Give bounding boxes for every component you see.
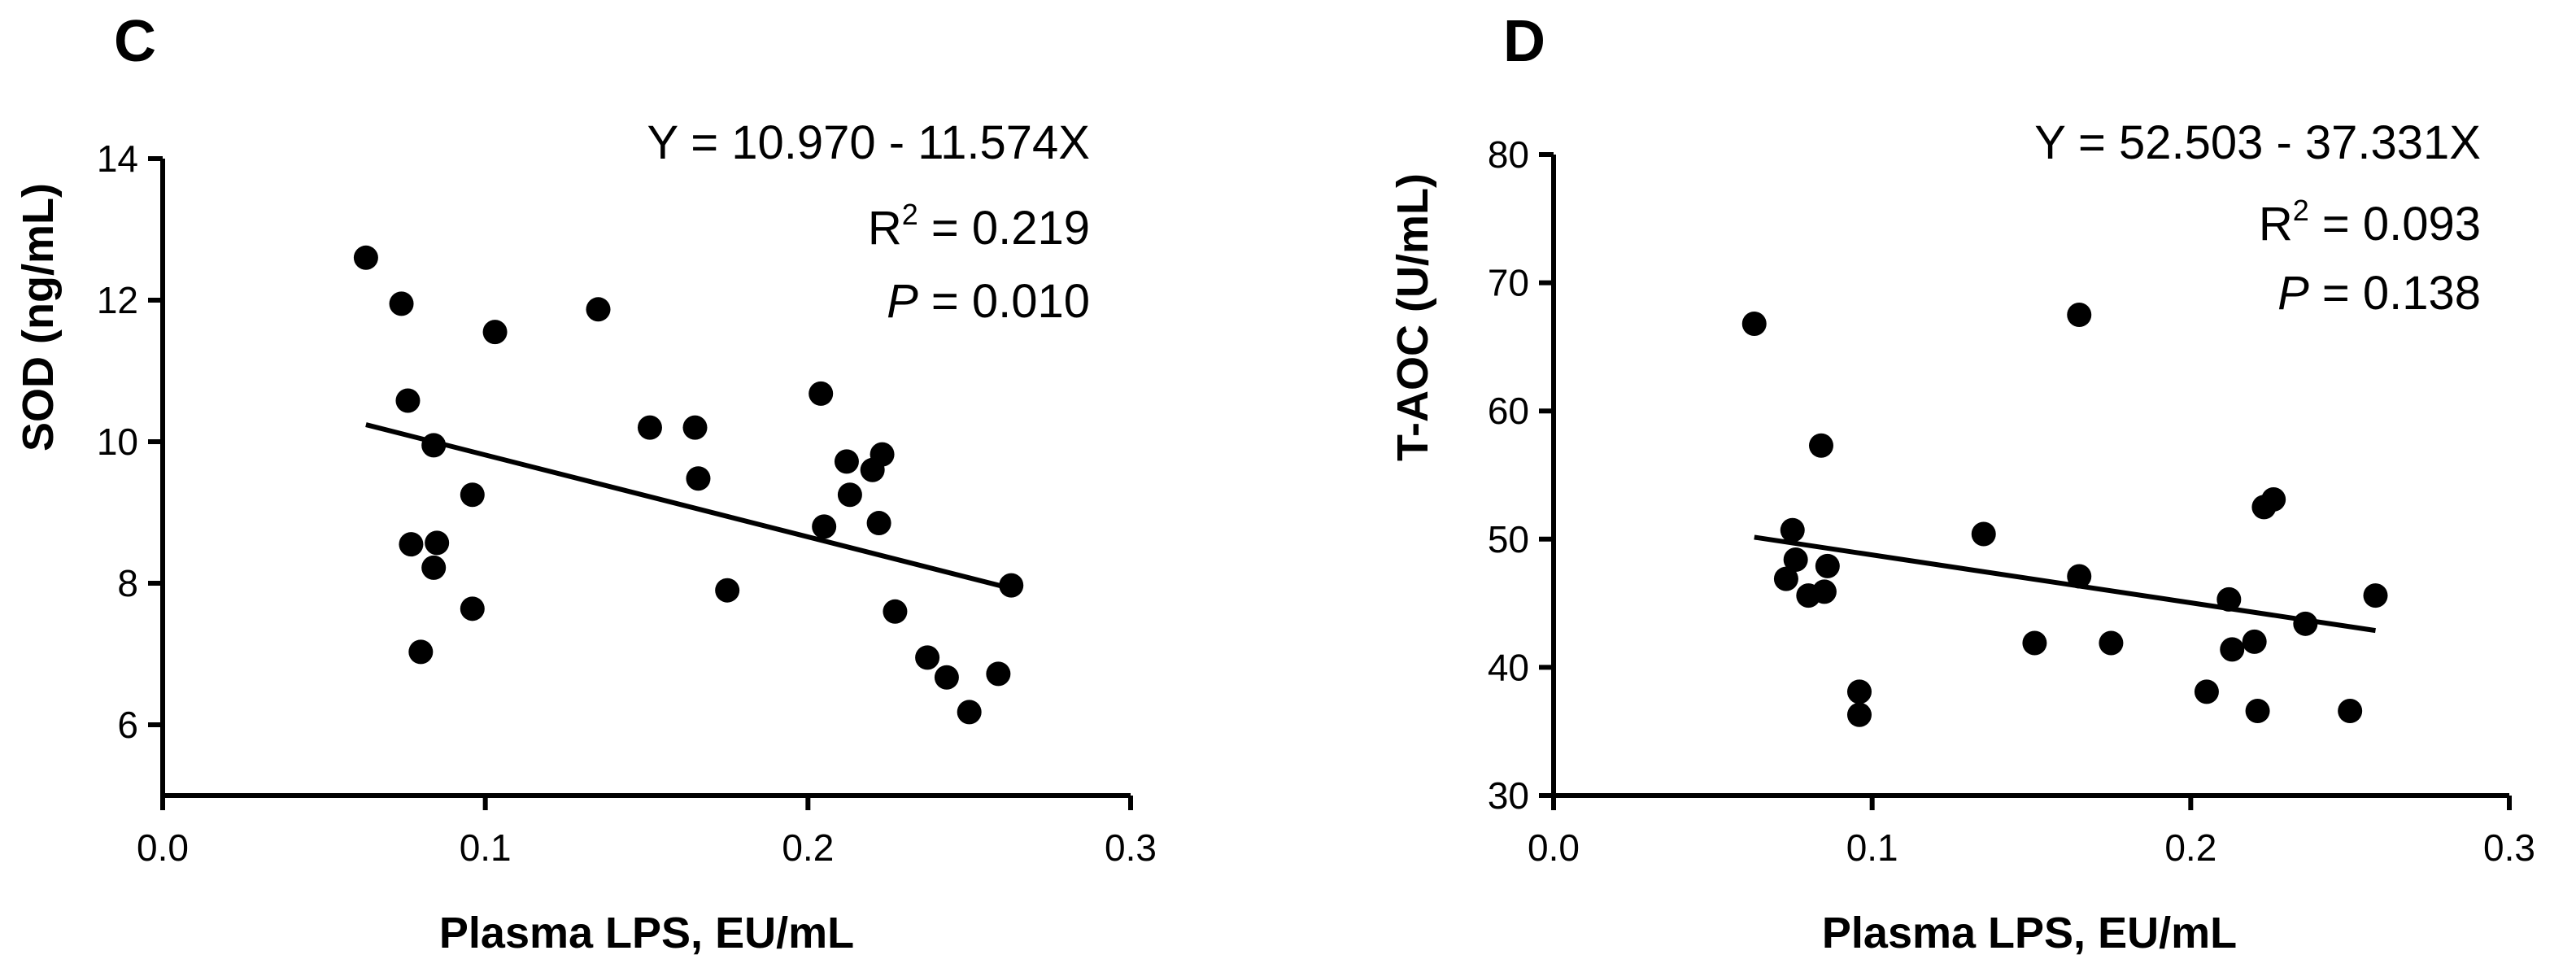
y-tick-label: 60 bbox=[1488, 390, 1529, 432]
data-point bbox=[408, 639, 434, 665]
x-tick-label: 0.1 bbox=[460, 826, 512, 869]
data-point bbox=[809, 381, 834, 406]
y-tick-label: 8 bbox=[117, 562, 138, 604]
data-point bbox=[586, 297, 611, 322]
regression-equation: Y = 52.503 - 37.331X bbox=[2034, 116, 2481, 169]
p-value-text: = 0.138 bbox=[2309, 267, 2481, 320]
data-point bbox=[2338, 698, 2363, 723]
data-point bbox=[1741, 312, 1767, 337]
data-point bbox=[2363, 583, 2388, 608]
x-tick-label: 0.2 bbox=[2164, 826, 2216, 869]
data-point bbox=[2067, 303, 2092, 327]
data-point bbox=[2245, 698, 2270, 723]
data-point bbox=[2216, 586, 2242, 612]
data-point bbox=[999, 573, 1024, 598]
data-point bbox=[421, 555, 447, 580]
data-point bbox=[1811, 579, 1837, 604]
data-point bbox=[1815, 553, 1840, 578]
data-point bbox=[395, 388, 421, 413]
r2-sup: 2 bbox=[2293, 194, 2309, 227]
data-point bbox=[686, 466, 711, 491]
data-point bbox=[637, 415, 662, 440]
data-point bbox=[1847, 679, 1872, 704]
data-point bbox=[2067, 564, 2092, 589]
y-tick-label: 50 bbox=[1488, 518, 1529, 560]
x-tick-label: 0.3 bbox=[1105, 826, 1157, 869]
x-axis-title: Plasma LPS, EU/mL bbox=[439, 909, 854, 957]
p-label: P bbox=[2277, 267, 2309, 320]
regression-line bbox=[1754, 534, 2376, 634]
data-point bbox=[834, 449, 859, 474]
data-point bbox=[389, 291, 414, 316]
x-tick-label: 0.0 bbox=[1528, 826, 1580, 869]
data-point bbox=[866, 511, 891, 536]
r2-label: R bbox=[2259, 198, 2293, 251]
data-point bbox=[883, 599, 908, 624]
data-point bbox=[986, 661, 1011, 687]
y-tick-label: 10 bbox=[97, 421, 138, 463]
panel-c: C 6 8 10 12 14 0.0 0.1 0.2 0.3 SOD (ng/mL) Plasm… bbox=[14, 9, 1157, 957]
data-point bbox=[2242, 629, 2267, 654]
data-point bbox=[1971, 521, 1996, 547]
y-tick-label: 14 bbox=[97, 137, 138, 180]
r2-value: = 0.219 bbox=[918, 202, 1090, 255]
y-tick-label: 12 bbox=[97, 279, 138, 321]
r-squared: R2 = 0.219 bbox=[868, 198, 1090, 255]
x-tick-label: 0.2 bbox=[782, 826, 834, 869]
data-point bbox=[2293, 611, 2318, 636]
data-point bbox=[915, 645, 940, 670]
data-point bbox=[2194, 679, 2219, 704]
data-point bbox=[2261, 486, 2286, 512]
data-point bbox=[1780, 517, 1805, 543]
data-point bbox=[2022, 630, 2047, 656]
data-point bbox=[353, 245, 378, 270]
data-point bbox=[715, 578, 740, 603]
y-tick-label: 80 bbox=[1488, 133, 1529, 176]
data-point bbox=[1783, 547, 1808, 573]
panel-d-marks: 30 40 50 60 70 80 0.0 0.1 0.2 0.3 bbox=[1488, 133, 2535, 869]
y-tick-label: 40 bbox=[1488, 646, 1529, 688]
data-point bbox=[2220, 637, 2245, 662]
panel-letter: D bbox=[1503, 9, 1545, 74]
data-point bbox=[399, 532, 424, 557]
y-axis-title: SOD (ng/mL) bbox=[14, 183, 63, 451]
data-point bbox=[1773, 566, 1798, 591]
x-tick-label: 0.3 bbox=[2483, 826, 2535, 869]
y-tick-label: 6 bbox=[117, 704, 138, 746]
x-axis-title: Plasma LPS, EU/mL bbox=[1822, 909, 2237, 957]
y-tick-label: 70 bbox=[1488, 262, 1529, 304]
x-tick-label: 0.1 bbox=[1846, 826, 1898, 869]
panel-c-marks: 6 8 10 12 14 0.0 0.1 0.2 0.3 bbox=[97, 137, 1157, 869]
r-squared: R2 = 0.093 bbox=[2259, 194, 2481, 251]
r2-label: R bbox=[868, 202, 902, 255]
data-point bbox=[460, 596, 485, 621]
p-value-text: = 0.010 bbox=[918, 275, 1090, 328]
data-point bbox=[682, 415, 708, 440]
data-point bbox=[870, 442, 895, 467]
y-tick-label: 30 bbox=[1488, 774, 1529, 817]
data-point bbox=[1809, 433, 1833, 458]
p-label: P bbox=[887, 275, 918, 328]
p-value: P = 0.010 bbox=[887, 275, 1090, 328]
r2-sup: 2 bbox=[902, 198, 918, 231]
r2-value: = 0.093 bbox=[2309, 198, 2481, 251]
data-point bbox=[1847, 702, 1872, 727]
data-point bbox=[837, 482, 862, 508]
y-axis-title: T-AOC (U/mL) bbox=[1388, 173, 1437, 461]
data-point bbox=[812, 514, 837, 539]
data-point bbox=[421, 433, 447, 458]
panel-letter: C bbox=[114, 9, 156, 74]
data-point bbox=[2099, 630, 2124, 656]
data-point bbox=[957, 700, 982, 725]
p-value: P = 0.138 bbox=[2277, 267, 2481, 320]
data-point bbox=[425, 530, 450, 556]
regression-equation: Y = 10.970 - 11.574X bbox=[647, 116, 1090, 169]
data-point bbox=[482, 320, 508, 345]
data-point bbox=[460, 482, 485, 508]
x-tick-label: 0.0 bbox=[137, 826, 189, 869]
regression-line bbox=[365, 422, 1012, 591]
data-point bbox=[934, 665, 959, 690]
